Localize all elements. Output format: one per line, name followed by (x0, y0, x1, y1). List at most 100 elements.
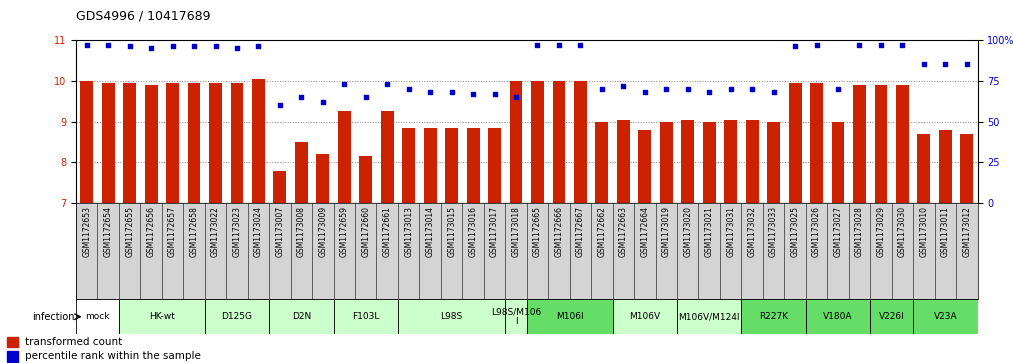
Point (100, 42, 116, 48)
Text: M106I: M106I (556, 312, 583, 321)
Text: GSM1173019: GSM1173019 (661, 206, 671, 257)
Point (722, 86, 738, 92)
Bar (767, 122, 780, 203)
Point (444, 89, 460, 95)
Text: GSM1172667: GSM1172667 (576, 206, 585, 257)
Point (615, 83, 631, 89)
Bar (677, 299, 742, 334)
Bar (742, 299, 805, 334)
Point (766, 89, 782, 95)
Text: GSM1172664: GSM1172664 (640, 206, 649, 257)
Text: GSM1173007: GSM1173007 (276, 206, 285, 257)
Bar (531, 81, 544, 203)
Bar (638, 130, 651, 203)
Bar (527, 299, 613, 334)
Text: GSM1173022: GSM1173022 (211, 206, 220, 257)
Bar (467, 128, 479, 203)
Text: GSM1172666: GSM1172666 (554, 206, 563, 257)
Bar (613, 299, 677, 334)
Bar (939, 130, 952, 203)
Point (851, 42, 867, 48)
Bar (360, 156, 372, 203)
Bar (269, 299, 333, 334)
Bar (252, 79, 264, 203)
Text: M106V: M106V (629, 312, 660, 321)
Text: GSM1173031: GSM1173031 (726, 206, 735, 257)
Bar (398, 299, 505, 334)
Bar (870, 299, 913, 334)
Point (400, 86, 416, 92)
Point (336, 81, 353, 87)
Bar (274, 171, 287, 203)
Point (744, 86, 760, 92)
Text: V180A: V180A (824, 312, 853, 321)
Bar (7, 351, 18, 362)
Bar (7, 337, 18, 347)
Text: GSM1173008: GSM1173008 (297, 206, 306, 257)
Text: GSM1173018: GSM1173018 (512, 206, 521, 257)
Text: GSM1172656: GSM1172656 (147, 206, 156, 257)
Text: GSM1172659: GSM1172659 (339, 206, 348, 257)
Point (122, 44, 138, 49)
Point (422, 89, 439, 95)
Point (486, 91, 502, 97)
Bar (119, 299, 205, 334)
Text: GSM1173024: GSM1173024 (254, 206, 263, 257)
Point (465, 91, 481, 97)
Bar (913, 299, 978, 334)
Text: GSM1173030: GSM1173030 (898, 206, 907, 257)
Bar (445, 128, 458, 203)
Text: V23A: V23A (934, 312, 957, 321)
Bar (617, 119, 630, 203)
Text: GSM1172660: GSM1172660 (362, 206, 371, 257)
Text: F103L: F103L (353, 312, 380, 321)
Bar (596, 122, 609, 203)
Bar (145, 85, 158, 203)
Text: L98S: L98S (441, 312, 463, 321)
Bar (316, 154, 329, 203)
Point (808, 42, 825, 48)
Bar (853, 85, 866, 203)
Bar (918, 134, 930, 203)
Point (186, 44, 203, 49)
Point (294, 94, 310, 100)
Text: GSM1172662: GSM1172662 (598, 206, 607, 257)
Text: D125G: D125G (222, 312, 252, 321)
Point (208, 44, 224, 49)
Point (916, 61, 932, 68)
Text: GSM1173029: GSM1173029 (876, 206, 885, 257)
Text: GSM1173017: GSM1173017 (490, 206, 499, 257)
Point (551, 42, 567, 48)
Point (530, 42, 546, 48)
Text: GSM1173025: GSM1173025 (790, 206, 799, 257)
Text: percentile rank within the sample: percentile rank within the sample (25, 351, 201, 361)
Bar (80, 81, 93, 203)
Point (873, 42, 889, 48)
Point (701, 89, 717, 95)
Point (894, 42, 911, 48)
Bar (960, 134, 973, 203)
Point (958, 61, 975, 68)
Text: GSM1173012: GSM1173012 (962, 206, 971, 257)
Bar (295, 142, 308, 203)
Text: GSM1173016: GSM1173016 (469, 206, 477, 257)
Text: infection: infection (32, 312, 75, 322)
Bar (805, 299, 870, 334)
Bar (76, 299, 119, 334)
Point (572, 42, 589, 48)
Text: M106V/M124I: M106V/M124I (679, 312, 739, 321)
Bar (488, 128, 501, 203)
Bar (423, 128, 437, 203)
Text: HK-wt: HK-wt (149, 312, 175, 321)
Bar (402, 128, 415, 203)
Text: GSM1173011: GSM1173011 (941, 206, 950, 257)
Bar (209, 83, 222, 203)
Point (594, 86, 610, 92)
Text: GSM1173023: GSM1173023 (232, 206, 241, 257)
Point (680, 86, 696, 92)
Bar (895, 85, 909, 203)
Bar (832, 122, 845, 203)
Bar (874, 85, 887, 203)
Text: GSM1173028: GSM1173028 (855, 206, 864, 257)
Text: GSM1172665: GSM1172665 (533, 206, 542, 257)
